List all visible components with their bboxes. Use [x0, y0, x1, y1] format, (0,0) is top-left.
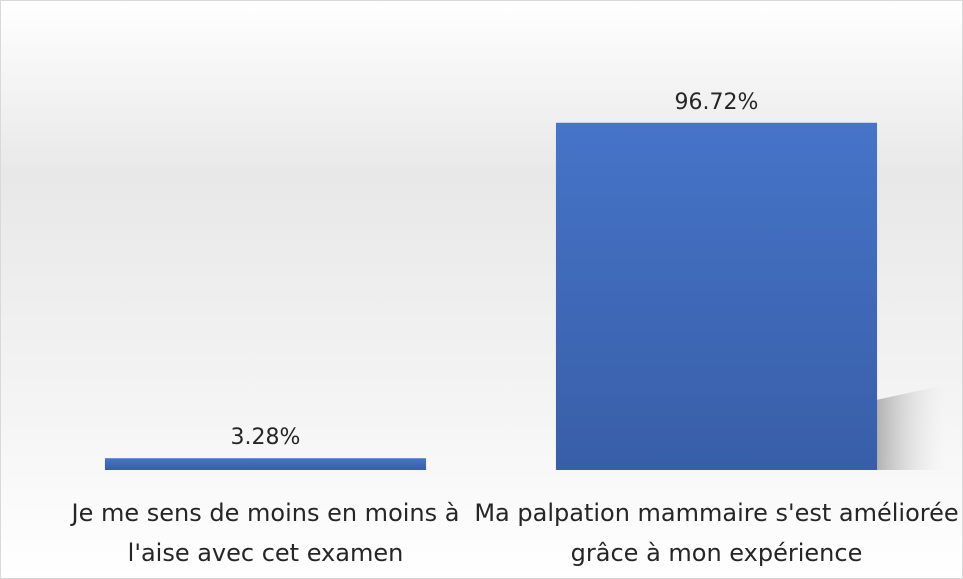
- bar: [104, 458, 427, 470]
- data-label: 3.28%: [231, 425, 301, 450]
- x-tick-label: Ma palpation mammaire s'est améliorée gr…: [474, 499, 959, 567]
- x-tick-label: Je me sens de moins en moins à l'aise av…: [71, 499, 460, 567]
- data-label: 96.72%: [675, 90, 759, 115]
- bar-shadow: [876, 385, 945, 470]
- bar: [555, 122, 878, 470]
